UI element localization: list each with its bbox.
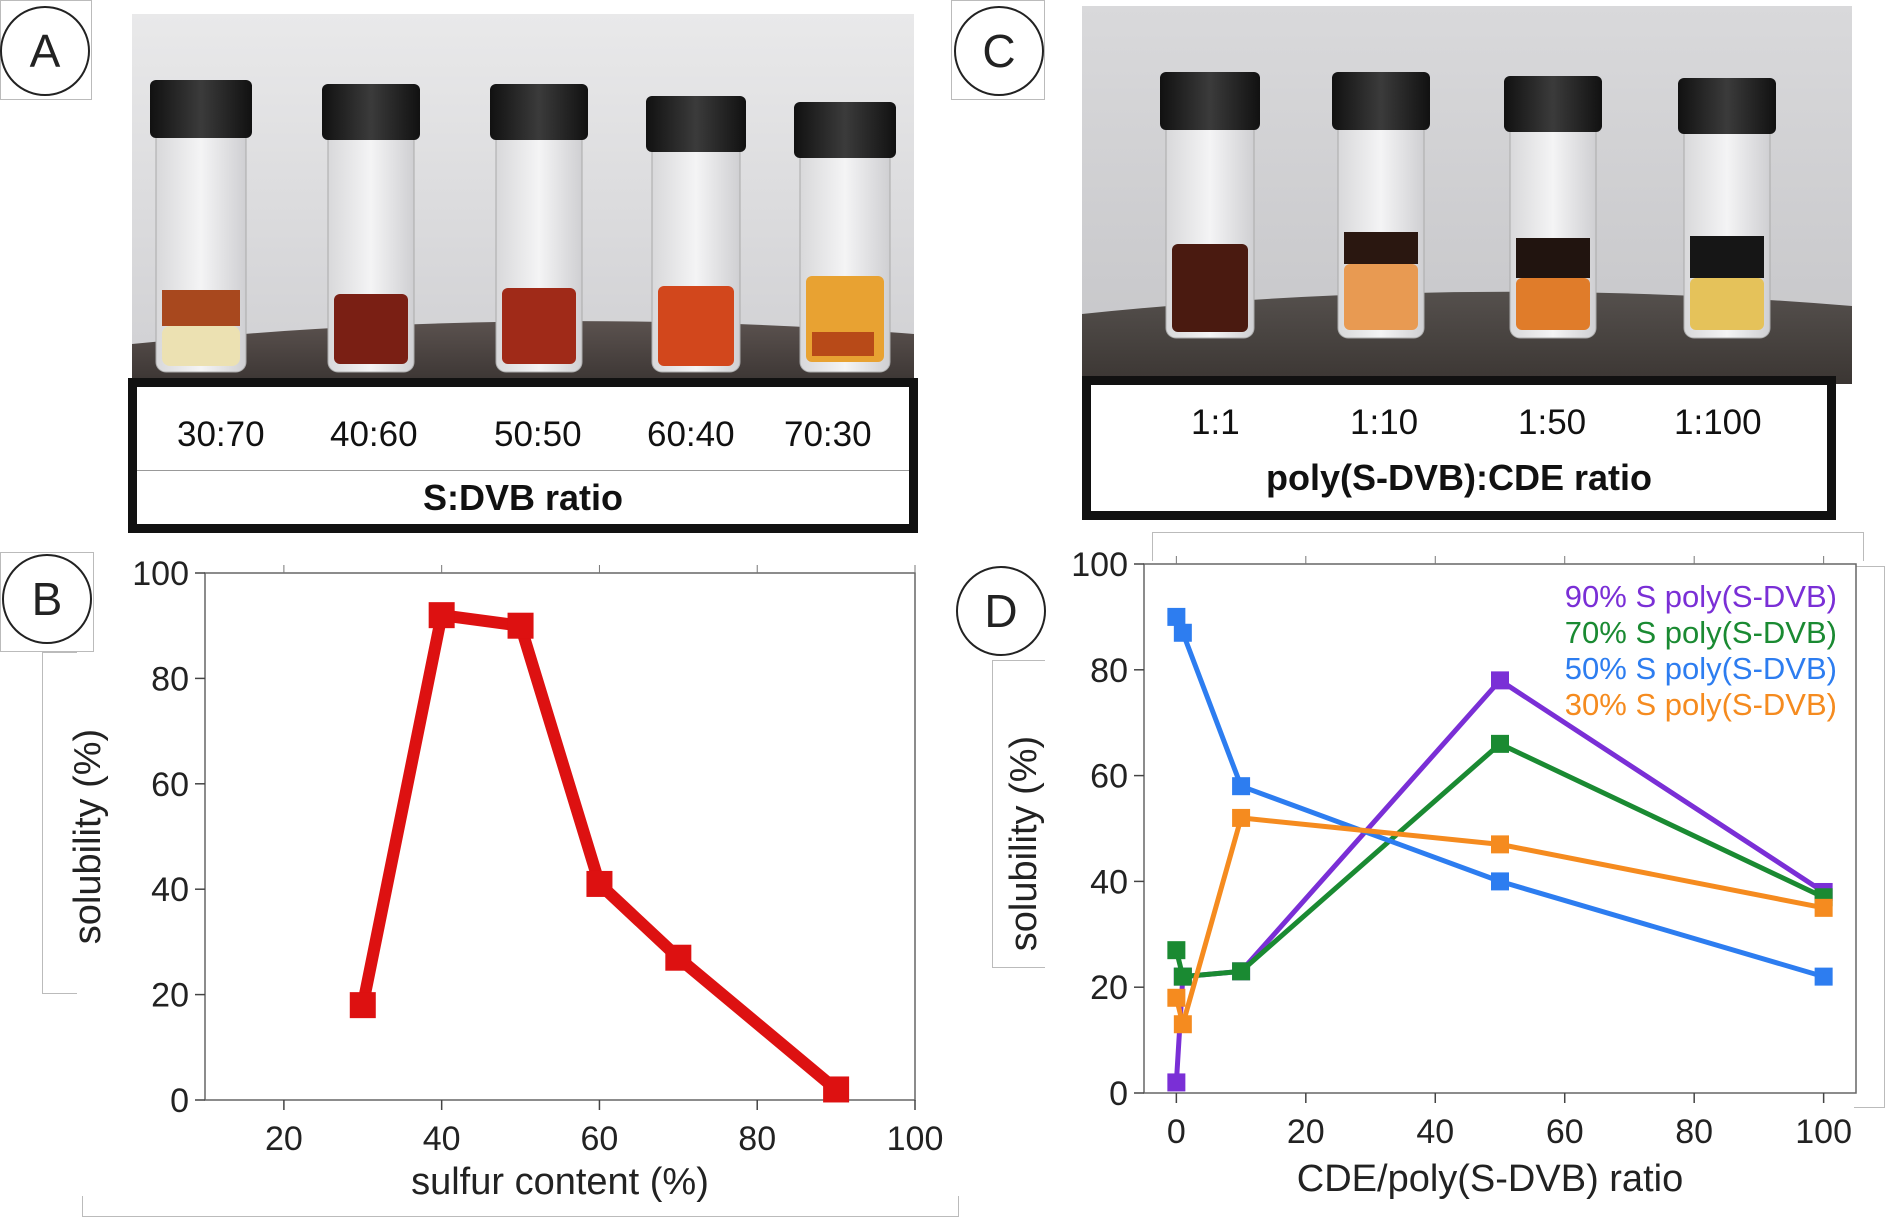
ratio-label: 60:40 bbox=[647, 415, 735, 454]
panel-a-badge: A bbox=[0, 6, 90, 96]
vial-1-10 bbox=[1332, 72, 1430, 339]
y-tick-label: 100 bbox=[132, 555, 189, 593]
y-tick-label: 0 bbox=[1109, 1075, 1128, 1113]
legend-entry: 90% S poly(S-DVB) bbox=[1565, 579, 1837, 614]
data-point-50-s-poly-s-dvb bbox=[1173, 623, 1192, 642]
y-tick-label: 40 bbox=[151, 871, 189, 909]
panel-c-vials-illustration bbox=[1082, 6, 1852, 384]
x-tick-label: 20 bbox=[1287, 1113, 1325, 1151]
ratio-label: 50:50 bbox=[494, 415, 582, 454]
panel-d-top-frame bbox=[1152, 532, 1864, 561]
plot-frame bbox=[204, 572, 916, 1101]
legend-entry: 70% S poly(S-DVB) bbox=[1565, 615, 1837, 650]
data-point-solubility bbox=[428, 602, 455, 629]
data-point-solubility bbox=[507, 612, 534, 639]
panel-c-badge: C bbox=[954, 6, 1044, 96]
vial-70-30 bbox=[794, 102, 896, 373]
x-tick-label: 100 bbox=[1795, 1113, 1852, 1151]
panel-a-title: S:DVB ratio bbox=[422, 477, 624, 518]
panel-c-photo bbox=[1082, 6, 1852, 384]
ratio-label: 1:10 bbox=[1350, 403, 1419, 442]
data-point-solubility bbox=[586, 870, 613, 897]
data-point-solubility bbox=[665, 944, 692, 971]
data-point-30-s-poly-s-dvb bbox=[1491, 835, 1509, 854]
data-point-70-s-poly-s-dvb bbox=[1491, 734, 1509, 753]
x-tick-label: 40 bbox=[423, 1120, 461, 1158]
x-tick-label: 0 bbox=[1167, 1113, 1186, 1151]
data-point-70-s-poly-s-dvb bbox=[1173, 967, 1192, 986]
legend-entry: 50% S poly(S-DVB) bbox=[1565, 651, 1837, 686]
y-tick-label: 40 bbox=[1090, 863, 1128, 901]
x-tick-label: 100 bbox=[887, 1120, 944, 1158]
y-tick-label: 100 bbox=[1071, 546, 1128, 584]
panel-a-photo bbox=[132, 14, 914, 386]
x-tick-label: 80 bbox=[1675, 1113, 1713, 1151]
ratio-label: 70:30 bbox=[784, 415, 872, 454]
ratio-divider bbox=[137, 470, 909, 471]
y-axis-label: solubility (%) bbox=[67, 729, 109, 944]
x-tick-label: 60 bbox=[581, 1120, 619, 1158]
data-point-solubility bbox=[349, 992, 376, 1019]
vial-40-60 bbox=[322, 84, 420, 373]
y-tick-label: 60 bbox=[151, 766, 189, 804]
y-tick-label: 60 bbox=[1090, 758, 1128, 796]
vial-1-100 bbox=[1678, 78, 1776, 339]
vial-30-70 bbox=[150, 80, 252, 373]
x-tick-label: 20 bbox=[265, 1120, 303, 1158]
x-tick-label: 60 bbox=[1546, 1113, 1584, 1151]
x-tick-label: 80 bbox=[738, 1120, 776, 1158]
vial-1-1 bbox=[1160, 72, 1260, 339]
data-point-30-s-poly-s-dvb bbox=[1814, 898, 1833, 917]
panel-b-badge: B bbox=[2, 554, 92, 644]
series-line-solubility bbox=[356, 609, 840, 1095]
vial-50-50 bbox=[490, 84, 588, 373]
panel-d-label-frame bbox=[992, 660, 1045, 968]
panel-a-ratio-box: 30:70 40:60 50:50 60:40 70:30 S:DVB rati… bbox=[128, 378, 918, 533]
y-tick-label: 20 bbox=[1090, 969, 1128, 1007]
data-point-90-s-poly-s-dvb bbox=[1167, 1073, 1186, 1092]
ratio-label: 1:50 bbox=[1518, 403, 1587, 442]
panel-d-badge: D bbox=[956, 566, 1046, 656]
y-tick-label: 20 bbox=[151, 977, 189, 1015]
vial-60-40 bbox=[646, 96, 746, 373]
x-axis-label: sulfur content (%) bbox=[411, 1161, 709, 1203]
data-point-70-s-poly-s-dvb bbox=[1232, 962, 1251, 981]
plot-frame bbox=[1143, 563, 1857, 1094]
y-axis-label: solubility (%) bbox=[1003, 736, 1045, 951]
y-tick-label: 80 bbox=[1090, 652, 1128, 690]
ratio-label: 40:60 bbox=[330, 415, 418, 454]
data-point-30-s-poly-s-dvb bbox=[1232, 808, 1251, 827]
ratio-label: 30:70 bbox=[177, 415, 265, 454]
data-point-50-s-poly-s-dvb bbox=[1814, 967, 1833, 986]
y-tick-label: 80 bbox=[151, 660, 189, 698]
panel-a-vials-illustration bbox=[132, 14, 914, 386]
panel-b-label-frame bbox=[42, 652, 77, 994]
data-point-50-s-poly-s-dvb bbox=[1232, 777, 1251, 796]
data-point-30-s-poly-s-dvb bbox=[1167, 988, 1186, 1007]
panel-d-right-frame bbox=[1854, 566, 1885, 1108]
data-point-50-s-poly-s-dvb bbox=[1167, 607, 1186, 626]
panel-c-ratio-box: 1:1 1:10 1:50 1:100 poly(S-DVB):CDE rati… bbox=[1082, 376, 1836, 520]
legend-entry: 30% S poly(S-DVB) bbox=[1565, 687, 1837, 722]
vial-1-50 bbox=[1504, 76, 1602, 339]
y-tick-label: 0 bbox=[170, 1082, 189, 1120]
data-point-30-s-poly-s-dvb bbox=[1173, 1015, 1192, 1034]
data-point-70-s-poly-s-dvb bbox=[1167, 941, 1186, 960]
x-axis-label: CDE/poly(S-DVB) ratio bbox=[1297, 1158, 1683, 1200]
ratio-label: 1:100 bbox=[1674, 403, 1762, 442]
x-tick-label: 40 bbox=[1416, 1113, 1454, 1151]
data-point-solubility bbox=[823, 1076, 850, 1103]
panel-b-bottom-frame bbox=[82, 1196, 959, 1217]
ratio-label: 1:1 bbox=[1191, 403, 1240, 442]
data-point-50-s-poly-s-dvb bbox=[1491, 872, 1509, 891]
panel-c-title: poly(S-DVB):CDE ratio bbox=[1266, 457, 1652, 498]
data-point-90-s-poly-s-dvb bbox=[1491, 671, 1509, 690]
